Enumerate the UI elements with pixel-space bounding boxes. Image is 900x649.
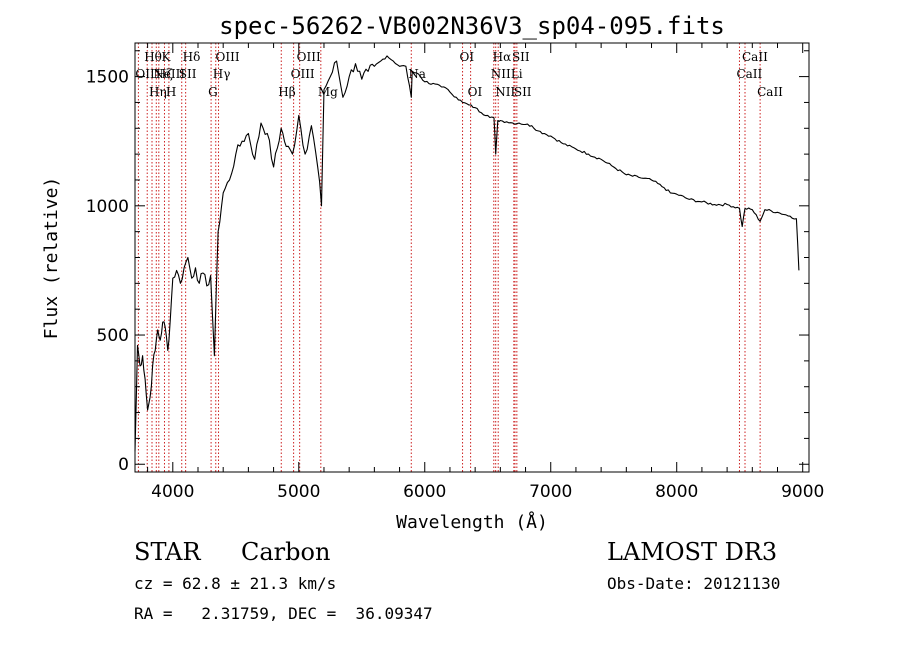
spectral-line-label: H: [166, 85, 176, 99]
x-tick-label: 8000: [655, 482, 698, 502]
spectral-line-label: Hθ: [144, 50, 162, 64]
spectral-line-label: Na: [408, 67, 426, 81]
spectral-line-label: NII: [495, 85, 515, 99]
x-tick-label: 9000: [781, 482, 824, 502]
coordinates: RA = 2.31759, DEC = 36.09347: [134, 604, 433, 623]
y-tick-label: 1500: [86, 68, 129, 88]
spectral-line-label: SII: [179, 67, 197, 81]
spectral-line-labels: OIIHθHηNeIIIHζKHSIIHδGHγOIIIHβOIIIOIIIMg…: [135, 50, 783, 99]
spectrum-line: [134, 55, 800, 452]
x-tick-label: 7000: [529, 482, 572, 502]
spectral-line-label: CaII: [742, 50, 768, 64]
redshift-text: cz = 62.8 ± 21.3 km/s: [134, 574, 337, 593]
y-tick-label: 0: [118, 455, 129, 475]
spectral-line-label: SII: [514, 85, 532, 99]
x-tick-label: 6000: [403, 482, 446, 502]
spectral-line-label: Li: [511, 67, 523, 81]
object-subclass: Carbon: [241, 538, 331, 566]
spectral-line-label: OIII: [291, 67, 315, 81]
spectral-line-label: CaII: [757, 85, 783, 99]
spectral-line-label: K: [161, 50, 171, 64]
y-tick-label: 1000: [86, 197, 129, 217]
spectral-line-label: Hα: [493, 50, 512, 64]
spectral-line-label: Hγ: [213, 67, 231, 81]
spectral-line-label: CaII: [736, 67, 762, 81]
y-axis: 0 500 1000 1500: [86, 50, 809, 475]
y-tick-label: 500: [97, 326, 129, 346]
object-class: STAR: [134, 538, 201, 566]
spectral-line-label: NeIII: [153, 67, 185, 81]
spectral-line-label: Hη: [149, 85, 167, 99]
x-axis: 4000 5000 6000 7000 8000 9000: [147, 43, 824, 502]
x-axis-label: Wavelength (Å): [396, 511, 548, 533]
plot-frame: [134, 42, 810, 473]
obs-date: Obs-Date: 20121130: [607, 574, 781, 593]
spectral-line-label: OI: [460, 50, 475, 64]
spectral-line-label: Hζ: [156, 67, 173, 81]
spectral-line-label: OII: [135, 67, 155, 81]
spectral-line-label: OIII: [216, 50, 240, 64]
x-tick-label: 4000: [151, 482, 194, 502]
spectral-line-label: OI: [468, 85, 483, 99]
spectral-line-markers: [137, 43, 761, 472]
spectral-line-label: SII: [512, 50, 530, 64]
spectral-line-label: Mg: [318, 85, 338, 99]
spectral-line-label: G: [208, 85, 218, 99]
spectral-line-label: Hδ: [183, 50, 201, 64]
x-tick-label: 5000: [277, 482, 320, 502]
y-axis-label: Flux (relative): [41, 177, 62, 340]
spectral-line-label: OIII: [297, 50, 321, 64]
spectral-line-label: Hβ: [278, 85, 295, 99]
spectral-line-label: NII: [491, 67, 511, 81]
chart-title: spec-56262-VB002N36V3_sp04-095.fits: [219, 12, 725, 40]
survey-name: LAMOST DR3: [607, 538, 778, 566]
